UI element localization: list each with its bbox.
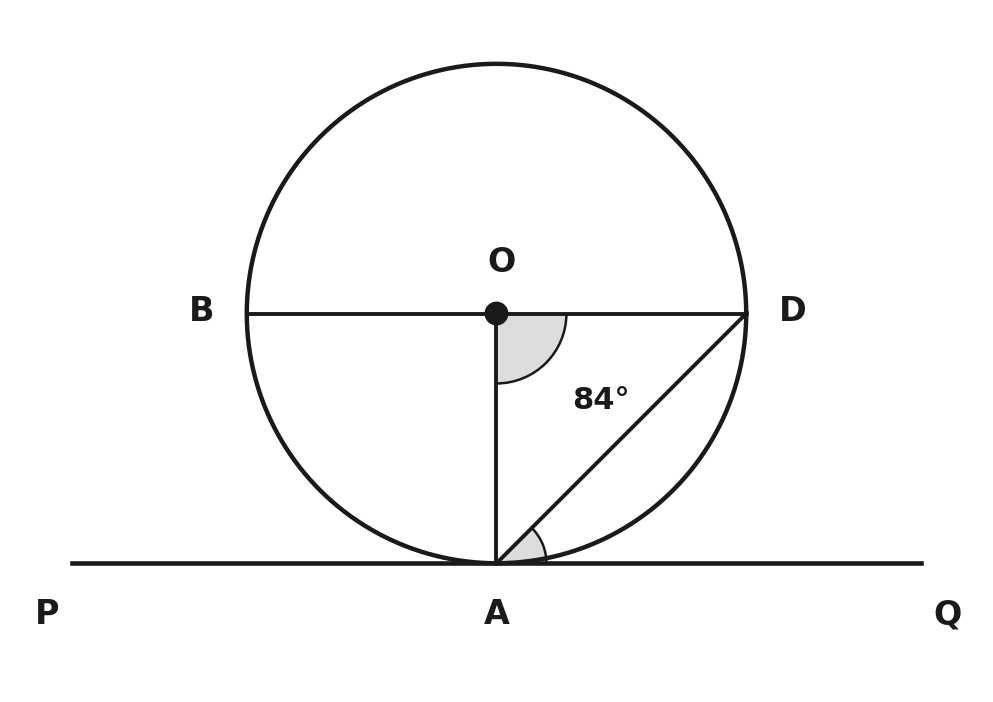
Polygon shape (486, 303, 507, 325)
Text: A: A (484, 598, 509, 631)
Text: B: B (189, 295, 214, 328)
Text: D: D (779, 295, 806, 328)
Text: 84°: 84° (573, 386, 631, 416)
Wedge shape (496, 314, 566, 383)
Wedge shape (496, 528, 546, 563)
Text: Q: Q (933, 598, 962, 631)
Text: P: P (35, 598, 60, 631)
Text: O: O (488, 246, 515, 279)
